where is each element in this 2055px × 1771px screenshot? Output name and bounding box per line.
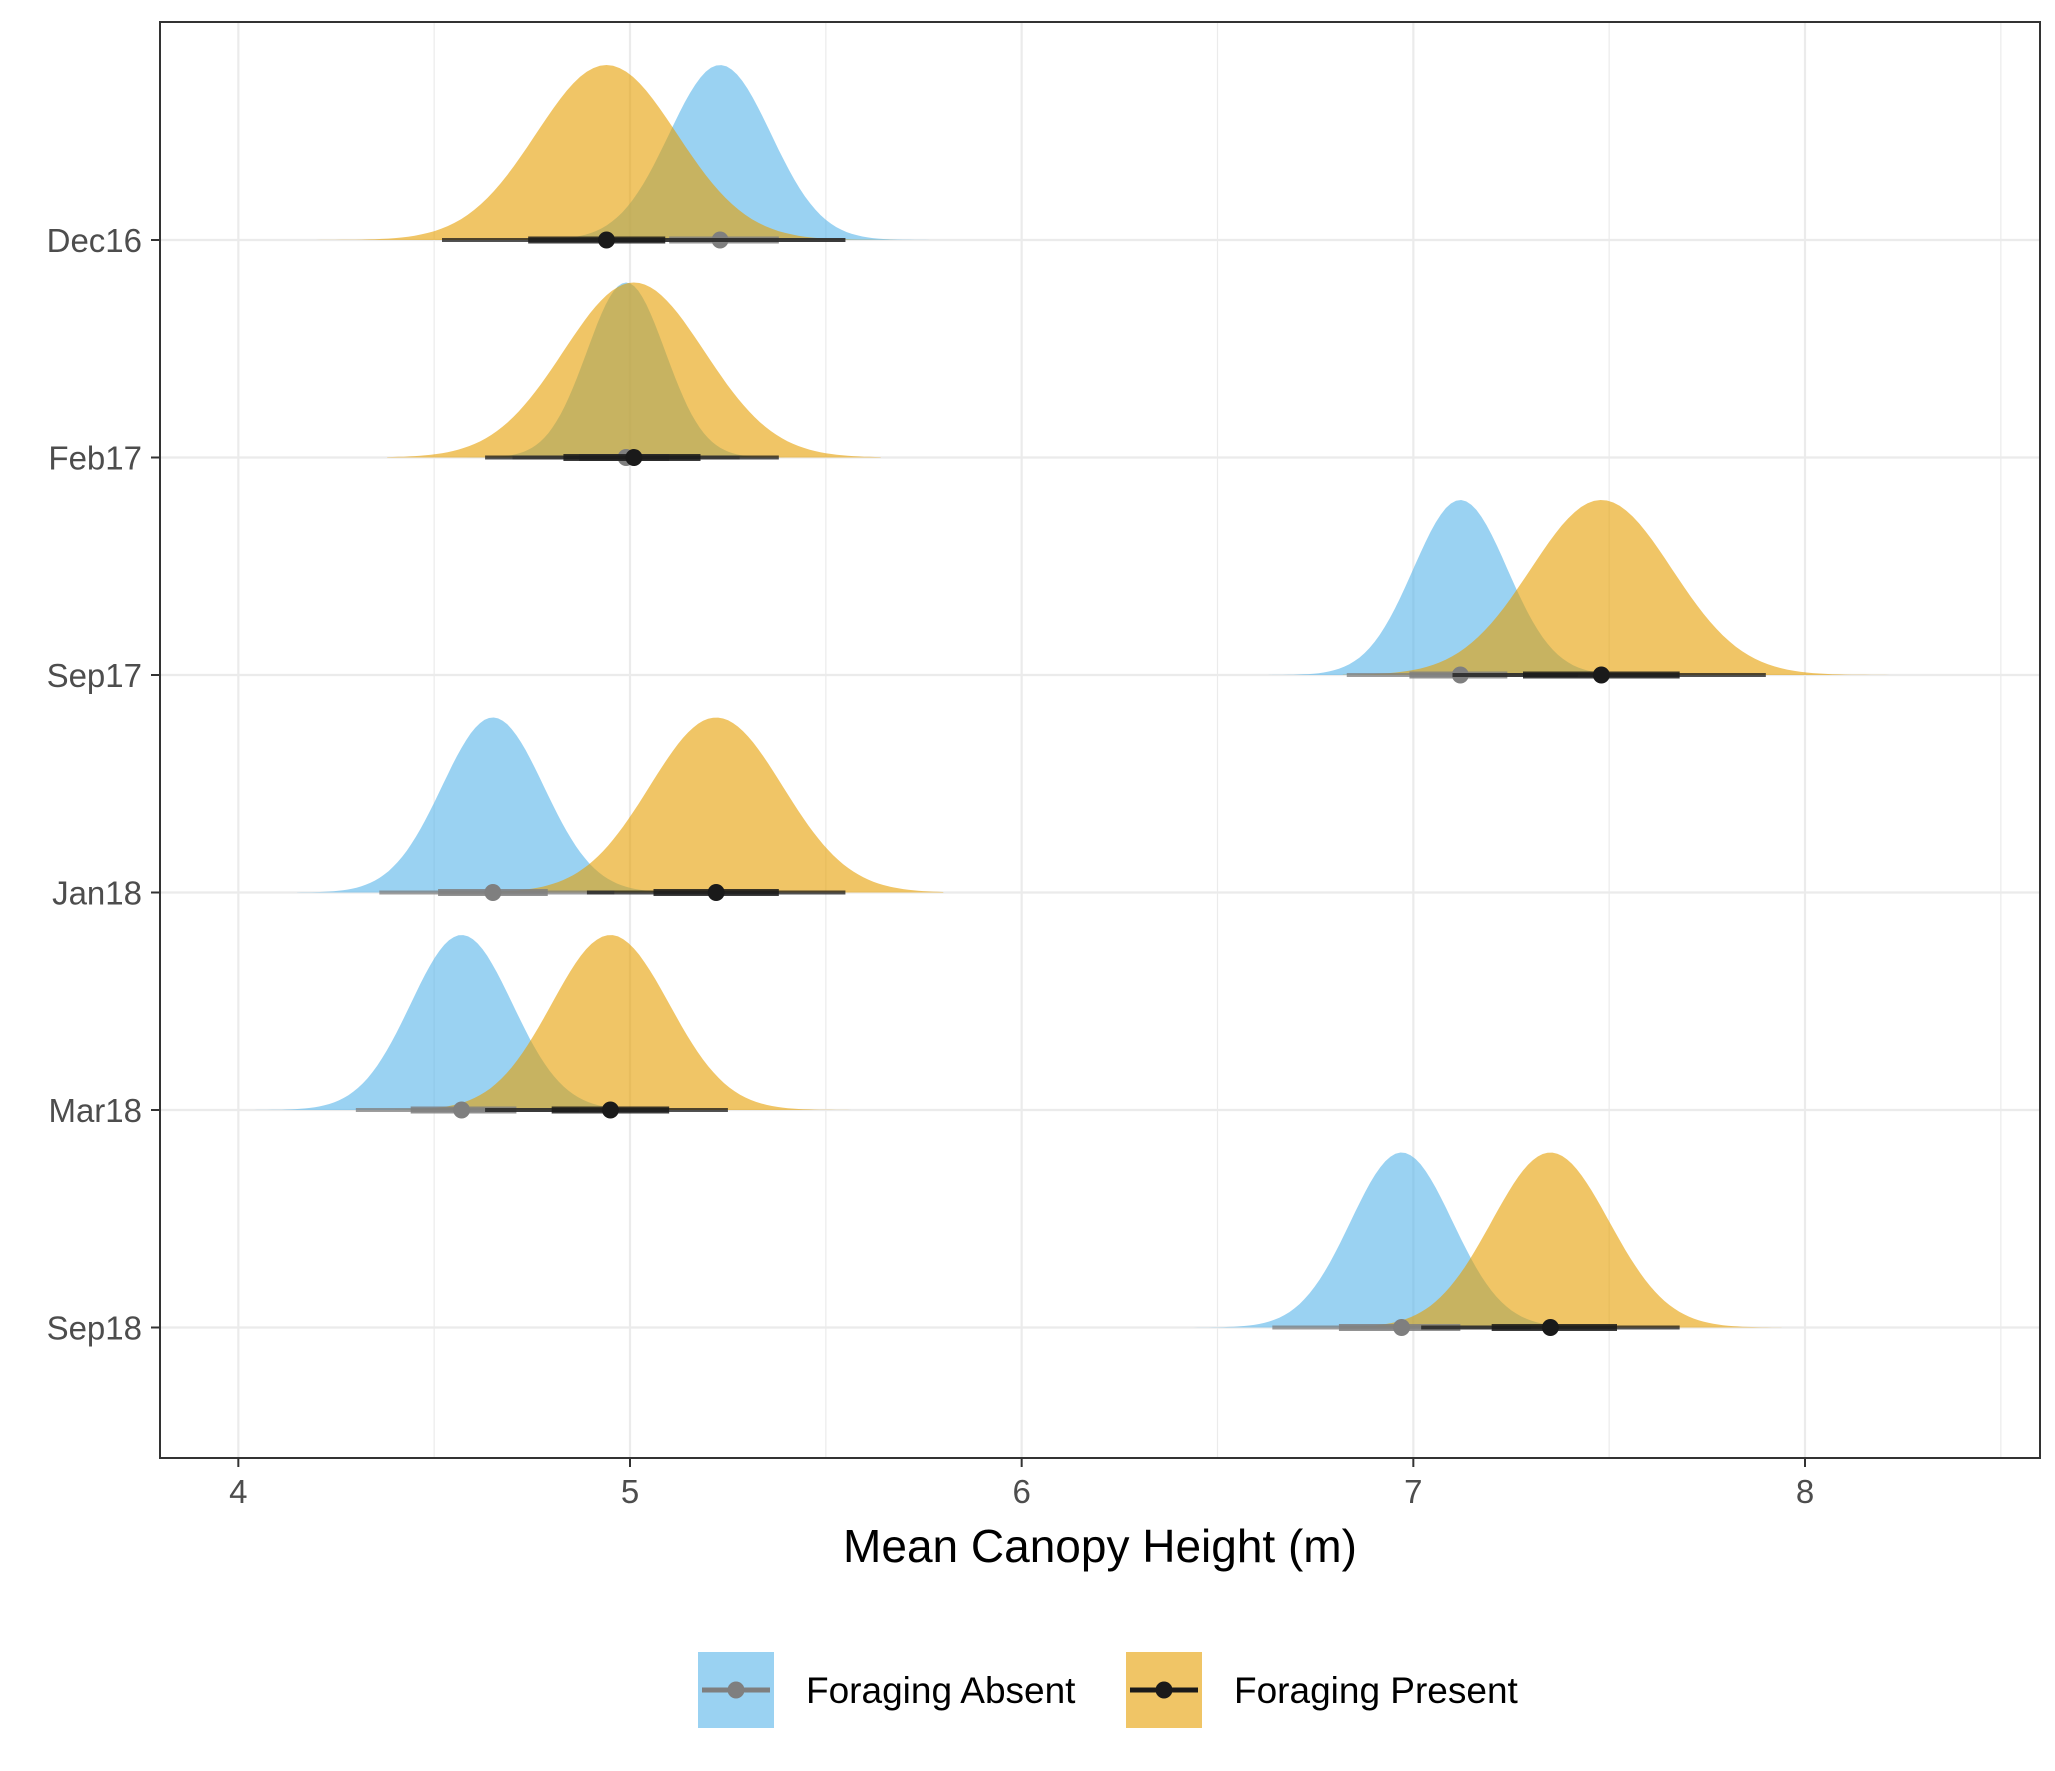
- y-tick-label: Dec16: [47, 222, 142, 259]
- median-point-foraging-absent-mar18: [453, 1101, 471, 1119]
- density-foraging-present-mar18: [395, 935, 873, 1110]
- median-point-foraging-absent-jan18: [484, 884, 502, 901]
- density-layer: [238, 65, 1923, 1328]
- median-point-foraging-present-jan18: [707, 884, 725, 901]
- legend-key-point: [1155, 1681, 1173, 1699]
- density-foraging-present-jan18: [492, 717, 944, 893]
- density-foraging-absent-dec16: [481, 65, 952, 240]
- density-foraging-present-feb17: [387, 282, 881, 458]
- legend: Foraging Absent Foraging Present: [698, 1652, 1519, 1728]
- y-tick-label: Sep17: [47, 657, 142, 694]
- legend-item-foraging-present: Foraging Present: [1126, 1652, 1519, 1728]
- density-foraging-absent-sep17: [1237, 500, 1696, 675]
- median-point-foraging-present-feb17: [625, 449, 643, 466]
- legend-label-foraging-absent: Foraging Absent: [806, 1670, 1076, 1711]
- x-tick-label: 7: [1404, 1473, 1422, 1510]
- legend-key-point: [727, 1681, 745, 1699]
- median-point-foraging-present-mar18: [601, 1101, 619, 1119]
- density-foraging-absent-sep18: [1178, 1152, 1633, 1328]
- density-foraging-present-sep17: [1342, 500, 1923, 675]
- y-axis: Dec16 Feb17 Sep17 Jan18 Mar18 Sep18: [47, 222, 160, 1347]
- density-foraging-present-dec16: [308, 65, 905, 240]
- x-axis: 4 5 6 7 8: [229, 1458, 1814, 1510]
- density-foraging-absent-jan18: [297, 717, 709, 893]
- x-tick-label: 4: [229, 1473, 247, 1510]
- panel-border: [159, 21, 2041, 1459]
- median-point-foraging-present-sep17: [1592, 666, 1610, 684]
- y-tick-label: Jan18: [52, 875, 142, 912]
- median-point-foraging-present-dec16: [598, 231, 615, 249]
- x-tick-label: 5: [621, 1473, 639, 1510]
- x-tick-label: 8: [1796, 1473, 1814, 1510]
- y-tick-label: Feb17: [48, 440, 142, 477]
- x-tick-label: 6: [1012, 1473, 1030, 1510]
- legend-label-foraging-present: Foraging Present: [1234, 1670, 1519, 1711]
- density-foraging-present-sep18: [1342, 1152, 1782, 1328]
- y-tick-label: Sep18: [47, 1310, 142, 1347]
- median-point-foraging-absent-sep18: [1393, 1319, 1411, 1336]
- x-axis-title: Mean Canopy Height (m): [843, 1520, 1357, 1572]
- density-foraging-absent-mar18: [238, 935, 670, 1110]
- interval-layer: [355, 231, 1766, 1336]
- median-point-foraging-present-sep18: [1541, 1319, 1559, 1336]
- y-tick-label: Mar18: [48, 1092, 142, 1129]
- legend-item-foraging-absent: Foraging Absent: [698, 1652, 1076, 1728]
